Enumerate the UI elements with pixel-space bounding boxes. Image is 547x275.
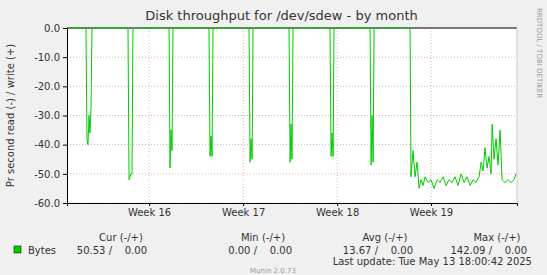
tick-label: -10.0 [34, 52, 60, 63]
tick: -10.0 [34, 52, 67, 63]
tick-label: Week 17 [222, 207, 265, 218]
background [0, 0, 547, 275]
stat-value: 13.67 / 0.00 [343, 245, 413, 256]
tick-label: Week 18 [316, 207, 359, 218]
grid-line [431, 28, 432, 203]
tick-mark [63, 145, 67, 146]
last-update: Last update: Tue May 13 18:00:42 2025 [333, 256, 532, 267]
tick-label: -50.0 [34, 169, 60, 180]
grid-line [67, 86, 517, 87]
grid [67, 28, 517, 203]
tick-mark [63, 203, 67, 204]
tick-mark [243, 203, 244, 206]
tick: Week 19 [410, 203, 453, 218]
tick-label: Week 16 [128, 207, 171, 218]
tick: Week 18 [316, 203, 359, 218]
footer: Munin 2.0.73 [250, 267, 296, 275]
stat-value: 142.09 / 0.00 [450, 245, 527, 256]
stat-header: Cur (-/+) [99, 232, 143, 243]
plot-area [67, 28, 517, 203]
grid-line [149, 28, 150, 203]
tick-mark [63, 28, 67, 29]
tick-label: -40.0 [34, 139, 60, 150]
tick: -30.0 [34, 110, 67, 121]
title: Disk throughput for /dev/sdew - by month [145, 8, 417, 23]
tick-label: -30.0 [34, 110, 60, 121]
tick-label: -20.0 [34, 81, 60, 92]
frame-line [517, 28, 518, 203]
stat-value: 50.53 / 0.00 [77, 245, 147, 256]
tick: Week 17 [222, 203, 265, 218]
grid-line [67, 173, 517, 174]
legend-swatch [14, 246, 21, 253]
y-axis: 0.0 -10.0 -20.0 -30.0 -40.0 -50.0 -60.0 [34, 23, 67, 209]
axis-line [63, 29, 68, 204]
tick-label: Week 19 [410, 207, 453, 218]
tick: -20.0 [34, 81, 67, 92]
stat-header: Max (-/+) [473, 232, 520, 243]
chart: Disk throughput for /dev/sdew - by month… [0, 0, 547, 275]
axis-line [68, 204, 518, 207]
x-axis: Week 16 Week 17 Week 18 Week 19 [68, 203, 518, 218]
tick-mark [337, 203, 338, 206]
stat-header: Avg (-/+) [363, 232, 408, 243]
legend: Cur (-/+) Min (-/+) Avg (-/+) Max (-/+) Byte… [14, 232, 527, 256]
grid-line [243, 28, 244, 203]
tick-mark [63, 86, 67, 87]
tick: -60.0 [34, 198, 67, 209]
stat-header: Min (-/+) [241, 232, 285, 243]
tick-label: 0.0 [44, 23, 60, 34]
tick: Week 16 [128, 203, 171, 218]
tick-mark [149, 203, 150, 206]
watermark: RRDTOOL / TOBI OETIKER [535, 8, 543, 98]
tick-mark [63, 174, 67, 175]
tick-label: -60.0 [34, 198, 60, 209]
legend-label: Bytes [28, 245, 56, 256]
tick: -50.0 [34, 169, 67, 180]
series-line [67, 28, 516, 188]
tick: 0.0 [44, 23, 67, 34]
tick-mark [63, 116, 67, 117]
tick-mark [431, 203, 432, 206]
tick: -40.0 [34, 139, 67, 150]
tick-mark [63, 57, 67, 58]
marks [67, 28, 516, 188]
y-axis-title: Pr second read (-) / write (+) [5, 44, 16, 187]
grid-line [337, 28, 338, 203]
stat-value: 0.00 / 0.00 [228, 245, 292, 256]
grid-line [67, 57, 517, 58]
